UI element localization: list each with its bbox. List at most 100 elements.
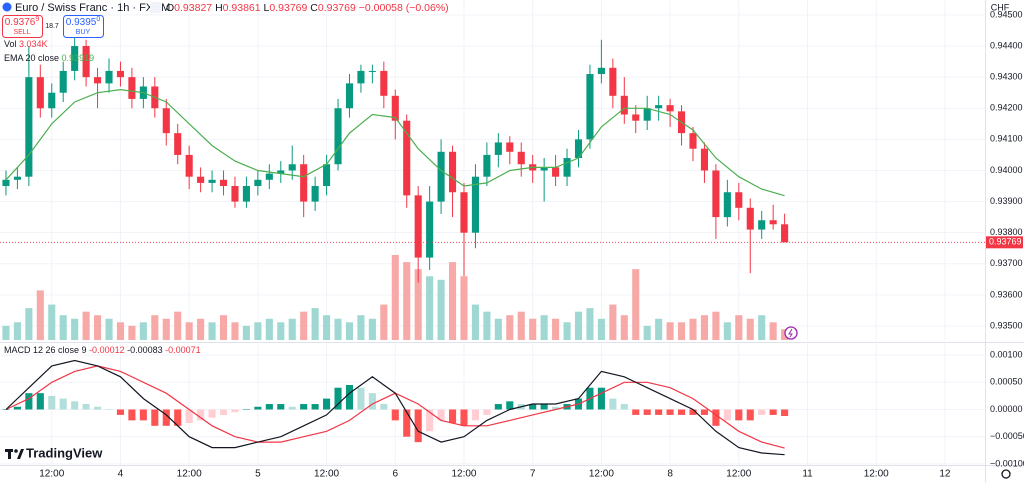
candle-body [437, 151, 445, 202]
symbol-icon [2, 2, 12, 12]
candle-body [506, 142, 514, 152]
candle-body [311, 186, 319, 202]
ohlc-value: 0.93827 [174, 2, 212, 14]
candle-body [25, 77, 33, 177]
buy-button[interactable] [63, 15, 104, 38]
histogram-bar [288, 406, 296, 410]
volume-bar [197, 318, 205, 340]
histogram-bar [506, 401, 514, 410]
y-tick-label: 0.93900 [990, 196, 1023, 206]
histogram-bar [552, 406, 560, 410]
x-tick-label: 12:00 [451, 469, 476, 480]
alert-icon[interactable] [784, 326, 798, 340]
candle-body [277, 170, 285, 174]
candle-body [597, 67, 605, 75]
histogram-bar [13, 406, 21, 410]
currency[interactable]: CHF [991, 2, 1010, 12]
sell-price-sup: 9 [35, 16, 39, 23]
y-tick-label: 0.00000 [990, 404, 1023, 414]
symbol-dot[interactable] [150, 2, 161, 13]
candle-body [128, 77, 136, 99]
volume-bar [448, 262, 457, 340]
candle-body [94, 77, 102, 84]
volume-bar [265, 318, 273, 340]
buy-price-sup: 0 [96, 16, 100, 23]
volume-bar [391, 255, 399, 340]
histogram-bar [403, 409, 411, 437]
volume-bar [36, 290, 44, 340]
sell-price: 0.93769 [5, 16, 40, 28]
x-tick-label: 5 [255, 469, 261, 480]
sell-button[interactable] [2, 15, 43, 38]
y-tick-label: 0.93500 [990, 320, 1023, 330]
volume-bar [723, 322, 731, 340]
ema-legend-value: 0.93919 [62, 53, 95, 63]
volume-bar [735, 315, 743, 340]
volume-bar [300, 311, 308, 340]
macd-legend: MACD 12 26 close 9 -0.00012 -0.00083 -0.… [4, 345, 201, 355]
y-tick-label: 0.00050 [990, 377, 1023, 387]
volume-bar [82, 311, 90, 340]
volume-bar [116, 322, 125, 340]
volume-bar [151, 315, 159, 340]
x-tick-label: 12:00 [726, 469, 751, 480]
settings-icon[interactable] [1001, 469, 1011, 479]
volume-bar [242, 325, 250, 340]
histogram-bar [59, 398, 67, 410]
candle-body [357, 70, 365, 84]
volume-bar [277, 322, 285, 340]
symbol-title[interactable]: Euro / Swiss Franc · 1h · FXCM [15, 2, 170, 14]
y-tick-label: −0.00100 [990, 458, 1024, 468]
x-tick-label: 11 [802, 469, 813, 480]
volume-bar [552, 318, 560, 340]
candle-body [380, 70, 388, 96]
volume-bar [666, 322, 674, 340]
volume-bar [48, 304, 56, 340]
volume-bar [323, 315, 331, 340]
candle-body [105, 70, 113, 84]
volume-bar [380, 304, 388, 340]
histogram-bar [632, 409, 640, 415]
histogram-bar [494, 404, 502, 410]
histogram-bar [448, 409, 457, 424]
histogram-bar [71, 401, 79, 410]
volume-bar [678, 322, 686, 340]
volume-bar [632, 269, 640, 340]
histogram-bar [105, 409, 113, 410]
histogram-bar [265, 404, 273, 410]
volume-bar [586, 308, 594, 340]
volume-bar [25, 308, 33, 340]
candle-body [265, 173, 273, 180]
candle-body [162, 108, 170, 134]
candle-body [345, 83, 354, 109]
volume-bar [13, 322, 21, 340]
histogram-bar [242, 409, 250, 410]
histogram-bar [368, 393, 376, 410]
histogram-bar [655, 409, 663, 415]
volume-bar [769, 322, 777, 340]
candle-body [609, 67, 617, 96]
y-tick-label: 0.93600 [990, 289, 1023, 299]
candle-body [632, 114, 640, 121]
candle-body [517, 151, 525, 165]
candle-body [185, 154, 193, 177]
histogram-bar [219, 409, 228, 415]
x-tick-label: 4 [118, 469, 124, 480]
y-tick-label: 0.00100 [990, 349, 1023, 359]
logo: TradingView [5, 445, 103, 460]
volume-bar [529, 318, 537, 340]
candle-body [71, 46, 79, 71]
candle-body [723, 192, 731, 218]
histogram-bar [426, 409, 434, 432]
macd-legend-name: MACD 12 26 close 9 [4, 345, 87, 355]
candle-body [2, 179, 10, 187]
candle-body [254, 179, 262, 187]
candle-body [563, 158, 571, 177]
sell-price-main: 0.9376 [5, 17, 36, 28]
y-tick-label: 0.94200 [990, 103, 1023, 113]
candle-body [403, 120, 411, 196]
candle-body [323, 164, 331, 187]
ohlc-value: 0.93769 [318, 2, 356, 14]
volume-bar [655, 318, 663, 340]
